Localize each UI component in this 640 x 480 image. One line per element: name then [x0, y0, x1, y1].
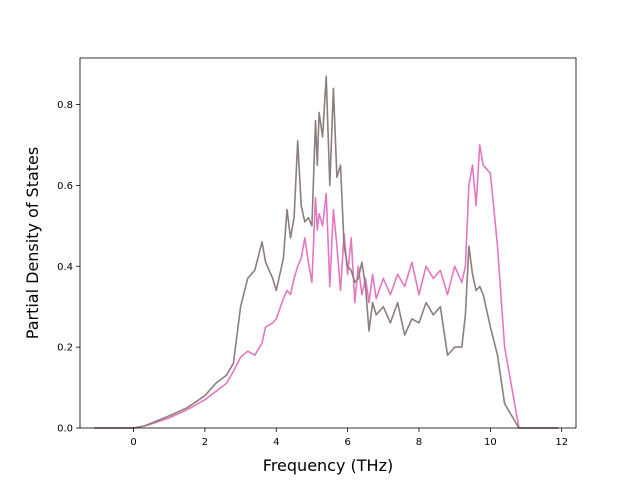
- series-line-2: [94, 75, 559, 429]
- x-tick-label: 4: [273, 437, 279, 448]
- x-tick-label: 12: [555, 437, 568, 448]
- x-tick-label: 2: [202, 437, 208, 448]
- y-tick-label: 0.2: [57, 343, 73, 354]
- tick-layer: 0 2 4 6 8 10 12 0.0 0.2 0.4 0.6 0.8: [57, 100, 568, 448]
- y-tick-label: 0.4: [57, 262, 73, 273]
- x-tick-label: 6: [344, 437, 350, 448]
- y-tick-label: 0.8: [57, 100, 73, 111]
- plot-frame: [79, 57, 577, 429]
- series-layer: [94, 75, 559, 429]
- x-tick-label: 8: [416, 437, 422, 448]
- y-tick-label: 0.0: [57, 424, 73, 435]
- x-tick-label: 0: [130, 437, 136, 448]
- y-axis-label: Partial Density of States: [23, 147, 42, 339]
- y-tick-label: 0.6: [57, 181, 73, 192]
- x-tick-label: 10: [484, 437, 497, 448]
- x-axis-label: Frequency (THz): [263, 456, 393, 475]
- series-line-1: [94, 144, 559, 429]
